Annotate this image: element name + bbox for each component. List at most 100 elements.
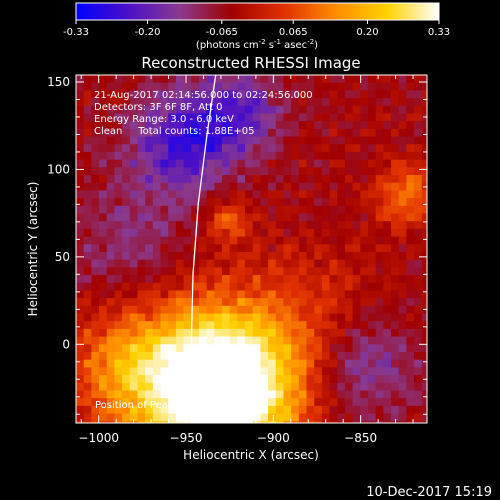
- heatmap-pixel: [145, 244, 154, 253]
- heatmap-pixel: [314, 398, 323, 407]
- heatmap-pixel: [306, 221, 315, 230]
- heatmap-pixel: [206, 313, 215, 322]
- heatmap-pixel: [229, 90, 238, 99]
- heatmap-pixel: [229, 82, 238, 91]
- heatmap-pixel: [406, 144, 415, 153]
- heatmap-pixel: [291, 213, 300, 222]
- heatmap-pixel: [114, 151, 123, 161]
- heatmap-pixel: [367, 367, 377, 376]
- heatmap-pixel: [337, 390, 346, 399]
- heatmap-pixel: [168, 128, 177, 138]
- heatmap-pixel: [214, 375, 223, 384]
- heatmap-pixel: [237, 367, 246, 376]
- heatmap-pixel: [298, 259, 308, 268]
- heatmap-pixel: [329, 121, 338, 130]
- heatmap-pixel: [268, 328, 277, 338]
- heatmap-pixel: [152, 382, 162, 392]
- heatmap-pixel: [398, 228, 407, 238]
- heatmap-pixel: [106, 175, 116, 184]
- heatmap-pixel: [306, 290, 315, 299]
- heatmap-pixel: [406, 267, 415, 276]
- heatmap-pixel: [191, 267, 200, 276]
- heatmap-pixel: [391, 105, 400, 115]
- heatmap-pixel: [337, 352, 346, 361]
- heatmap-pixel: [198, 382, 208, 392]
- heatmap-pixel: [429, 75, 437, 83]
- heatmap-pixel: [122, 198, 131, 207]
- heatmap-pixel: [406, 251, 415, 261]
- heatmap-pixel: [175, 282, 185, 292]
- heatmap-pixel: [314, 182, 323, 192]
- heatmap-pixel: [221, 290, 231, 299]
- heatmap-pixel: [406, 190, 415, 199]
- heatmap-pixel: [183, 421, 192, 423]
- heatmap-pixel: [383, 298, 392, 307]
- heatmap-pixel: [391, 175, 400, 184]
- heatmap-pixel: [421, 328, 427, 338]
- heatmap-pixel: [229, 267, 238, 276]
- heatmap-pixel: [114, 321, 123, 330]
- heatmap-pixel: [398, 213, 407, 222]
- heatmap-pixel: [175, 298, 185, 307]
- heatmap-pixel: [221, 328, 231, 338]
- heatmap-pixel: [329, 375, 338, 384]
- heatmap-pixel: [114, 390, 123, 399]
- heatmap-pixel: [383, 136, 392, 145]
- heatmap-pixel: [268, 159, 277, 168]
- heatmap-pixel: [337, 313, 346, 322]
- heatmap-pixel: [106, 105, 116, 115]
- heatmap-pixel: [183, 128, 192, 138]
- heatmap-pixel: [275, 321, 285, 330]
- heatmap-pixel: [237, 121, 246, 130]
- heatmap-pixel: [414, 167, 423, 176]
- heatmap-pixel: [383, 328, 392, 338]
- heatmap-pixel: [76, 267, 85, 276]
- heatmap-pixel: [321, 305, 331, 315]
- heatmap-pixel: [152, 290, 162, 299]
- colorbar-tick-label: 0.20: [356, 27, 378, 38]
- heatmap-pixel: [314, 267, 323, 276]
- heatmap-pixel: [106, 182, 116, 192]
- heatmap-pixel: [337, 275, 346, 284]
- heatmap-pixel: [76, 359, 85, 368]
- heatmap-pixel: [91, 267, 100, 276]
- heatmap-pixel: [114, 105, 123, 115]
- heatmap-pixel: [221, 367, 231, 376]
- heatmap-pixel: [175, 175, 185, 184]
- heatmap-pixel: [76, 136, 85, 145]
- heatmap-pixel: [375, 167, 384, 176]
- heatmap-pixel: [198, 367, 208, 376]
- heatmap-pixel: [429, 183, 437, 191]
- heatmap-pixel: [260, 421, 269, 423]
- heatmap-pixel: [129, 352, 139, 361]
- heatmap-pixel: [183, 321, 192, 330]
- heatmap-pixel: [191, 98, 200, 107]
- heatmap-pixel: [283, 290, 292, 299]
- heatmap-pixel: [175, 90, 185, 99]
- heatmap-pixel: [260, 352, 269, 361]
- heatmap-pixel: [122, 82, 131, 91]
- heatmap-pixel: [76, 336, 85, 345]
- heatmap-pixel: [406, 298, 415, 307]
- heatmap-pixel: [252, 98, 262, 107]
- heatmap-pixel: [314, 205, 323, 215]
- heatmap-pixel: [306, 128, 315, 138]
- heatmap-pixel: [352, 298, 361, 307]
- heatmap-pixel: [298, 313, 308, 322]
- heatmap-pixel: [314, 175, 323, 184]
- heatmap-pixel: [245, 121, 254, 130]
- heatmap-pixel: [367, 205, 377, 215]
- heatmap-pixel: [398, 105, 407, 115]
- heatmap-pixel: [245, 75, 254, 84]
- heatmap-pixel: [99, 167, 108, 176]
- heatmap-pixel: [291, 275, 300, 284]
- heatmap-pixel: [406, 236, 415, 245]
- heatmap-pixel: [183, 167, 192, 176]
- heatmap-pixel: [429, 106, 437, 114]
- heatmap-pixel: [145, 275, 154, 284]
- heatmap-pixel: [160, 205, 169, 215]
- heatmap-pixel: [291, 90, 300, 99]
- heatmap-pixel: [191, 167, 200, 176]
- heatmap-pixel: [352, 90, 361, 99]
- heatmap-pixel: [283, 398, 292, 407]
